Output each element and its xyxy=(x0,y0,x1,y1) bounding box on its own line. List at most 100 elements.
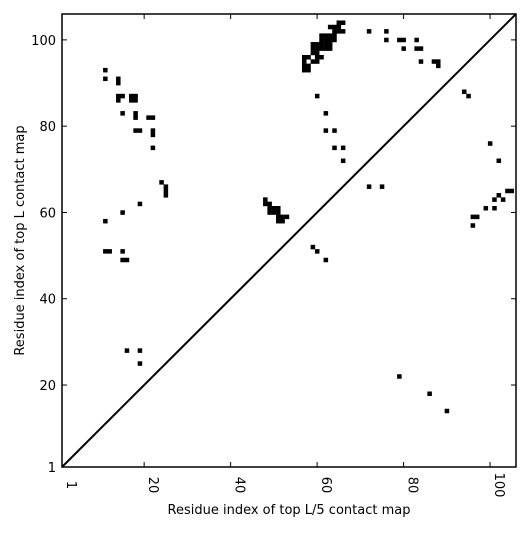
contact-point xyxy=(340,20,346,25)
contact-point xyxy=(159,180,164,185)
contact-point xyxy=(120,210,125,215)
contact-point xyxy=(314,50,320,56)
contact-point xyxy=(150,145,156,151)
contact-point xyxy=(500,197,506,202)
contact-point xyxy=(340,158,346,164)
contact-point xyxy=(366,29,372,34)
contact-point xyxy=(306,63,311,69)
contact-point xyxy=(336,24,342,30)
contact-point xyxy=(263,197,268,202)
contact-point xyxy=(401,37,406,43)
contact-point xyxy=(332,128,337,133)
contact-point xyxy=(267,205,272,211)
contact-point xyxy=(505,188,510,194)
contact-point xyxy=(418,59,424,64)
contact-point xyxy=(107,249,112,254)
x-axis-label: Residue index of top L/5 contact map xyxy=(168,503,411,518)
contact-point xyxy=(332,29,337,34)
contact-point xyxy=(492,205,497,211)
contact-point xyxy=(284,214,290,220)
contact-point xyxy=(276,205,281,211)
y-tick-label: 1 xyxy=(48,461,56,476)
contact-point xyxy=(436,63,441,69)
contact-point xyxy=(319,54,324,60)
contact-point xyxy=(323,128,329,133)
contact-point xyxy=(133,98,138,103)
contact-point xyxy=(323,111,329,116)
contact-point xyxy=(509,188,515,194)
contact-point xyxy=(323,37,329,43)
contact-point xyxy=(120,257,125,263)
contact-point xyxy=(332,33,337,38)
contact-point xyxy=(461,89,467,95)
contact-point xyxy=(133,111,138,116)
contact-point xyxy=(103,76,108,82)
contact-point xyxy=(418,46,424,51)
diagonal-line xyxy=(61,13,517,468)
contact-point xyxy=(137,128,143,133)
contact-point xyxy=(150,115,156,120)
contact-point xyxy=(276,218,281,224)
contact-point xyxy=(314,54,320,60)
contact-point xyxy=(137,361,143,366)
contact-point xyxy=(150,128,156,133)
contact-point xyxy=(280,218,285,224)
contact-point xyxy=(379,184,385,189)
contact-point xyxy=(340,29,346,34)
contact-point xyxy=(116,93,121,99)
contact-point xyxy=(314,59,320,64)
contact-point xyxy=(150,132,156,138)
contact-point xyxy=(301,63,307,69)
contact-point xyxy=(323,33,329,38)
contact-point xyxy=(310,46,316,51)
contact-point xyxy=(319,42,324,47)
contact-point xyxy=(431,59,437,64)
contact-point xyxy=(427,391,432,397)
contact-point xyxy=(414,37,419,43)
contact-point xyxy=(129,93,134,99)
y-tick-label: 80 xyxy=(39,120,56,135)
contact-point xyxy=(280,214,285,220)
contact-point xyxy=(103,249,108,254)
contact-point xyxy=(124,257,130,263)
contact-point xyxy=(327,46,333,51)
x-tick-label: 60 xyxy=(318,477,333,494)
contact-point xyxy=(314,46,320,51)
contact-point xyxy=(314,249,320,254)
contact-point xyxy=(263,201,268,207)
contact-point xyxy=(496,158,502,164)
contact-point xyxy=(470,223,476,228)
contact-point xyxy=(163,188,169,194)
contact-point xyxy=(306,67,311,73)
contact-point xyxy=(133,93,138,99)
contact-point xyxy=(310,59,316,64)
contact-point xyxy=(276,214,281,220)
x-tick-label: 40 xyxy=(232,477,247,494)
contact-point xyxy=(103,67,108,73)
contact-point xyxy=(310,244,316,250)
contact-point xyxy=(487,141,493,146)
contact-point xyxy=(120,111,125,116)
contact-point xyxy=(319,37,324,43)
contact-point xyxy=(366,184,372,189)
contact-point xyxy=(474,214,480,220)
contact-point xyxy=(120,93,125,99)
contact-point xyxy=(267,201,272,207)
contact-point xyxy=(327,24,333,30)
contact-point xyxy=(436,59,441,64)
contact-point xyxy=(397,37,402,43)
contact-point xyxy=(336,20,342,25)
contact-point xyxy=(137,348,143,353)
x-tick-label: 100 xyxy=(491,473,506,498)
contact-point xyxy=(332,37,337,43)
contact-point xyxy=(120,249,125,254)
contact-point xyxy=(444,408,450,414)
contact-point xyxy=(163,184,169,189)
contact-point xyxy=(327,37,333,43)
y-tick-label: 60 xyxy=(39,206,56,221)
contact-point xyxy=(340,145,346,151)
contact-point xyxy=(397,374,402,379)
contact-point xyxy=(332,145,337,151)
